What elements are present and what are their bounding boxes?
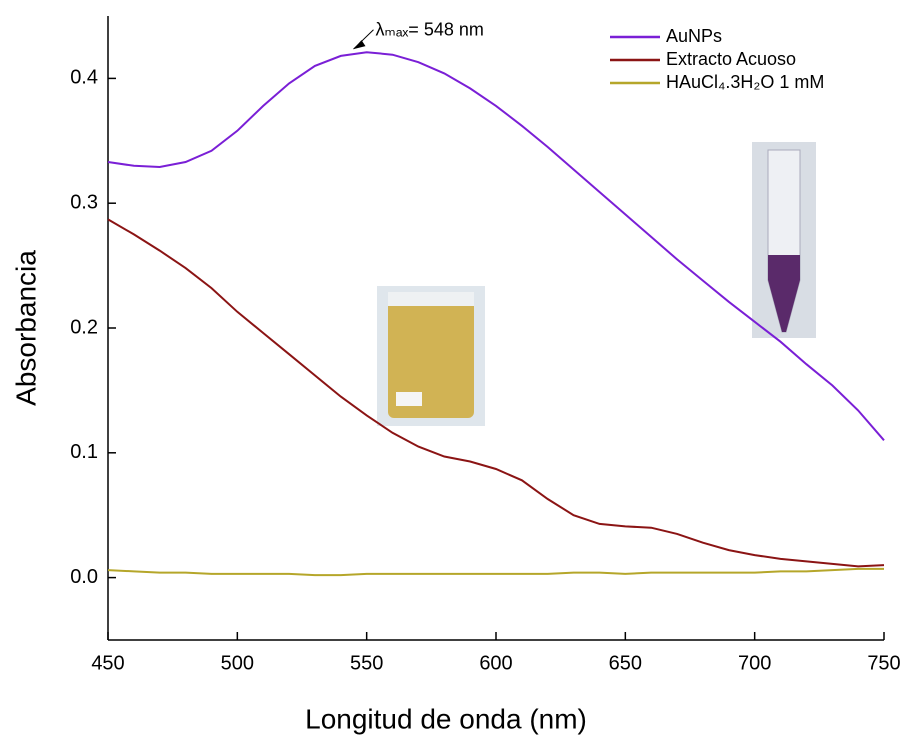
x-tick-label: 550 — [350, 652, 383, 674]
annotation: λₘₐₓ= 548 nm — [375, 20, 483, 40]
legend-label: HAuCl₄.3H₂O 1 mM — [666, 72, 824, 92]
beaker-liquid — [388, 300, 474, 418]
tube-liquid — [768, 255, 800, 332]
y-axis-title: Absorbancia — [10, 250, 41, 406]
series-line — [107, 218, 885, 568]
beaker-label — [396, 392, 422, 406]
y-tick-label: 0.4 — [70, 67, 98, 89]
series-line — [107, 51, 885, 441]
y-tick-label: 0.3 — [70, 191, 98, 213]
tube-photo — [752, 142, 816, 338]
x-tick-label: 600 — [479, 652, 512, 674]
y-tick-label: 0.2 — [70, 316, 98, 338]
x-tick-label: 500 — [221, 652, 254, 674]
legend-label: Extracto Acuoso — [666, 49, 796, 69]
x-tick-label: 750 — [867, 652, 900, 674]
beaker-rim — [388, 292, 474, 306]
beaker-photo — [377, 286, 485, 426]
y-tick-label: 0.1 — [70, 441, 98, 463]
x-axis-title: Longitud de onda (nm) — [305, 703, 587, 734]
x-tick-label: 700 — [738, 652, 771, 674]
legend-label: AuNPs — [666, 26, 722, 46]
x-tick-label: 450 — [91, 652, 124, 674]
series-line — [107, 567, 884, 577]
y-tick-label: 0.0 — [70, 566, 98, 588]
annotation-arrowhead — [353, 40, 366, 50]
x-tick-label: 650 — [609, 652, 642, 674]
